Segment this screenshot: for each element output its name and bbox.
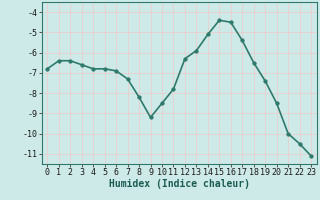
- X-axis label: Humidex (Indice chaleur): Humidex (Indice chaleur): [109, 179, 250, 189]
